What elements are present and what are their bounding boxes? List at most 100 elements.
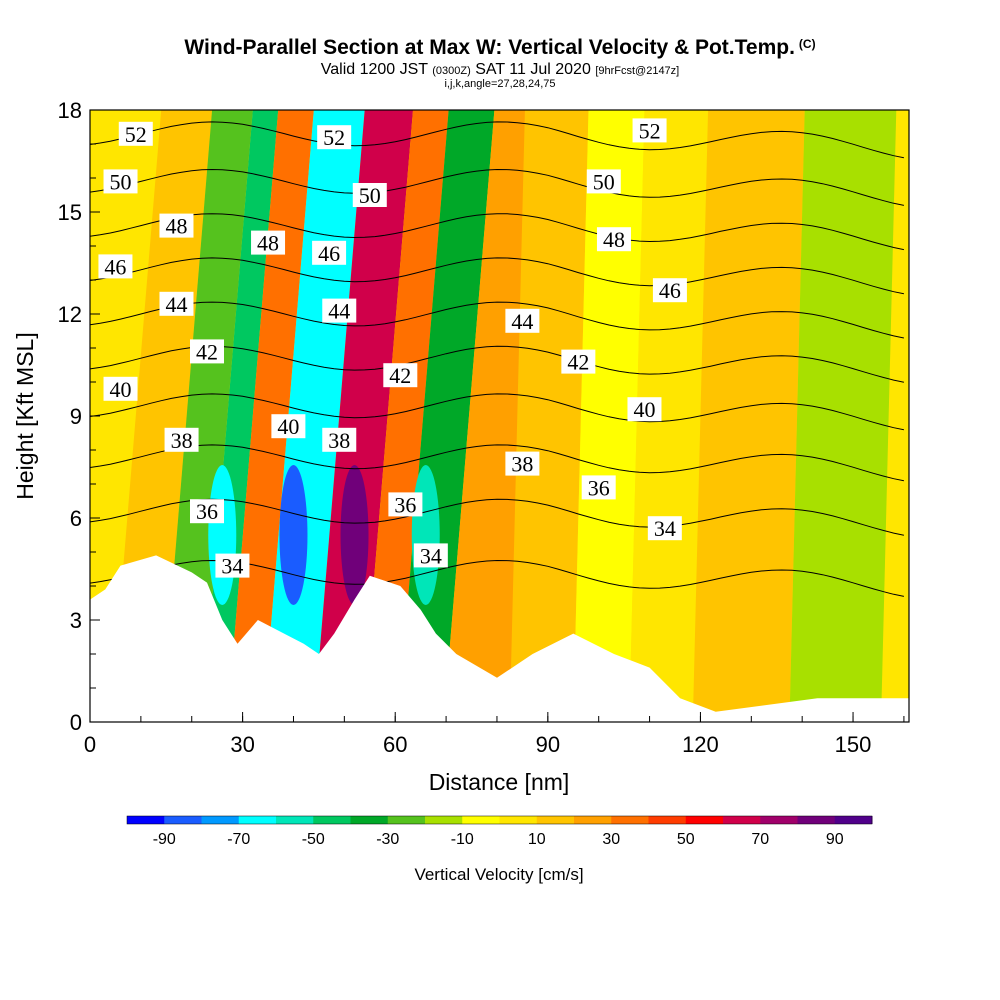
contour-label-44: 44 bbox=[159, 291, 194, 317]
contour-label-box bbox=[383, 363, 418, 388]
contour-label-box bbox=[413, 543, 448, 568]
colorbar-tick-label: 30 bbox=[602, 831, 620, 848]
colorbar-swatch bbox=[574, 816, 612, 824]
velocity-band bbox=[629, 110, 709, 722]
contour-label-44: 44 bbox=[322, 298, 357, 324]
x-tick-label: 120 bbox=[682, 732, 719, 757]
colorbar-tick-label: -30 bbox=[376, 831, 399, 848]
contour-labels: 52 52 52 50 50 50 48 48 48 46 46 46 44 44 44 42 42 42 40 40… bbox=[98, 118, 687, 579]
colorbar: -90 -70 -50 -30 -10 10 30 50 70 90 bbox=[126, 815, 873, 848]
colorbar-tick-label: 10 bbox=[528, 831, 546, 848]
velocity-core bbox=[279, 465, 308, 605]
contour-label-box bbox=[317, 125, 352, 150]
contour-label-46: 46 bbox=[98, 254, 133, 279]
theta-contour-38 bbox=[90, 444, 905, 482]
contour-label-box bbox=[388, 492, 423, 517]
velocity-band bbox=[313, 110, 414, 722]
contour-label-34: 34 bbox=[647, 516, 682, 541]
colorbar-swatch bbox=[834, 816, 873, 824]
contour-label-text: 40 bbox=[633, 397, 655, 422]
colorbar-swatch bbox=[201, 816, 240, 824]
contour-label-42: 42 bbox=[561, 349, 596, 375]
x-tick-label: 90 bbox=[536, 732, 560, 757]
y-tick-label: 6 bbox=[70, 506, 82, 531]
valid-date: SAT 11 Jul 2020 bbox=[475, 61, 591, 78]
contour-label-text: 38 bbox=[171, 428, 193, 453]
contour-label-box bbox=[596, 227, 631, 252]
colorbar-swatch bbox=[611, 816, 649, 824]
colorbar-swatch bbox=[797, 816, 836, 824]
contour-label-52: 52 bbox=[118, 121, 153, 147]
colorbar-swatch bbox=[536, 816, 575, 824]
contour-label-46: 46 bbox=[312, 241, 347, 266]
contour-label-text: 38 bbox=[511, 452, 533, 477]
colorbar-tick-label: 50 bbox=[677, 831, 695, 848]
colorbar-swatch bbox=[499, 816, 538, 824]
contour-label-42: 42 bbox=[190, 339, 224, 364]
colorbar-tick-label: 90 bbox=[826, 831, 844, 848]
colorbar-tick-label: 70 bbox=[751, 831, 769, 848]
contour-label-box bbox=[581, 475, 616, 500]
contour-label-text: 42 bbox=[196, 339, 218, 364]
y-tick-label: 0 bbox=[70, 710, 82, 735]
contour-label-text: 36 bbox=[588, 475, 610, 500]
contour-label-box bbox=[586, 169, 621, 194]
colorbar-border bbox=[126, 815, 873, 825]
contour-label-box bbox=[103, 169, 138, 194]
contour-label-text: 40 bbox=[277, 414, 299, 439]
contour-label-box bbox=[251, 230, 286, 255]
section-indices: i,j,k,angle=27,28,24,75 bbox=[444, 78, 556, 90]
contour-label-36: 36 bbox=[581, 475, 616, 500]
contour-label-text: 44 bbox=[165, 292, 187, 317]
y-tick-label: 9 bbox=[70, 404, 82, 429]
colorbar-swatch bbox=[462, 816, 500, 824]
y-tick-label: 12 bbox=[58, 302, 82, 327]
contour-label-text: 38 bbox=[328, 428, 350, 453]
velocity-core bbox=[411, 465, 440, 605]
contour-label-box bbox=[652, 278, 687, 303]
colorbar-swatch bbox=[127, 816, 165, 824]
terrain-mask bbox=[90, 555, 909, 722]
colorbar-tick-label: -90 bbox=[153, 831, 176, 848]
x-tick-label: 60 bbox=[383, 732, 407, 757]
velocity-core bbox=[208, 465, 237, 605]
contour-label-text: 52 bbox=[125, 122, 147, 147]
contour-label-46: 46 bbox=[652, 278, 687, 303]
contour-label-text: 52 bbox=[323, 125, 345, 150]
x-tick-label: 0 bbox=[84, 732, 96, 757]
velocity-band bbox=[573, 110, 645, 722]
colorbar-swatch bbox=[276, 816, 314, 824]
contour-label-box bbox=[164, 427, 199, 452]
velocity-band bbox=[692, 110, 805, 722]
contour-label-44: 44 bbox=[505, 308, 540, 334]
theta-contour-52 bbox=[90, 121, 905, 159]
contour-label-box bbox=[159, 213, 194, 238]
contour-label-box bbox=[103, 376, 138, 401]
y-tick-label: 18 bbox=[58, 98, 82, 123]
contour-label-box bbox=[118, 121, 153, 146]
contour-label-text: 34 bbox=[420, 543, 442, 568]
contour-label-text: 46 bbox=[318, 241, 340, 266]
contour-label-34: 34 bbox=[215, 553, 250, 579]
chart-title: Wind-Parallel Section at Max W: Vertical… bbox=[184, 36, 816, 59]
contour-label-text: 42 bbox=[567, 350, 589, 375]
colorbar-swatch bbox=[648, 816, 687, 824]
contour-label-38: 38 bbox=[164, 427, 199, 453]
theta-contour-36 bbox=[90, 498, 905, 536]
velocity-band bbox=[789, 110, 897, 722]
theta-contour-40 bbox=[90, 393, 905, 431]
colorbar-swatch bbox=[425, 816, 463, 824]
velocity-core bbox=[340, 465, 369, 605]
contour-label-text: 40 bbox=[110, 377, 132, 402]
contour-label-38: 38 bbox=[322, 427, 357, 453]
colorbar-swatch bbox=[685, 816, 724, 824]
contour-label-50: 50 bbox=[352, 183, 387, 208]
colorbar-swatch bbox=[313, 816, 351, 824]
contour-label-40: 40 bbox=[271, 414, 306, 439]
contour-label-38: 38 bbox=[505, 451, 540, 477]
velocity-band bbox=[362, 110, 449, 722]
contour-label-box bbox=[627, 397, 662, 422]
contour-label-text: 48 bbox=[257, 231, 279, 256]
contour-label-box bbox=[322, 427, 357, 452]
